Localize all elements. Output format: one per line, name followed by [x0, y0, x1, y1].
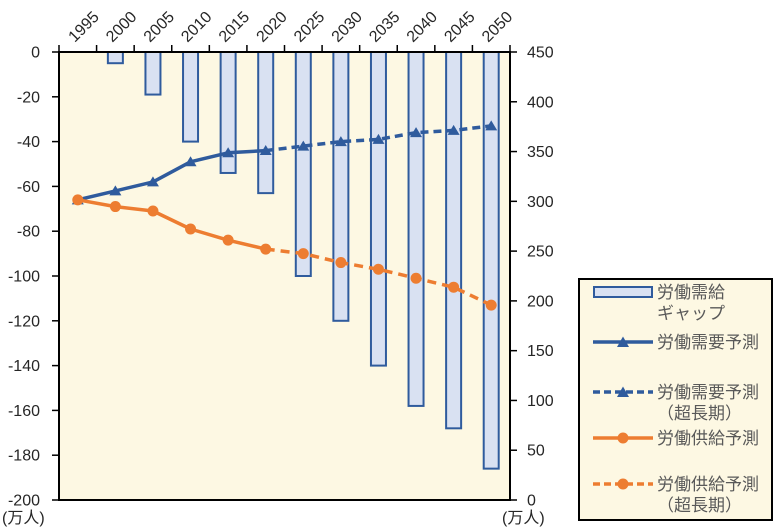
legend-swatch-demand: [593, 336, 653, 347]
right-axis-tick-label: 400: [527, 94, 554, 111]
x-axis-label-2035: 2035: [366, 9, 403, 46]
legend: 労働需給 ギャップ労働需要予測労働需要予測 （超長期） 労働供給予測労働供給予測 （超長…: [578, 278, 773, 521]
circle-marker-2030: [335, 257, 347, 269]
line-series-orange: [72, 194, 497, 311]
right-axis-tick-label: 100: [527, 393, 554, 410]
right-axis-tick-label: 450: [527, 45, 554, 62]
legend-item-label: 労働需要予測: [657, 333, 759, 352]
triangle-marker-2010: [184, 156, 197, 167]
circle-marker-2000: [109, 201, 121, 213]
line-solid-orange: [77, 198, 267, 251]
triangle-marker-2050: [485, 120, 498, 131]
right-axis-tick-label: 300: [527, 194, 554, 211]
circle-marker-2020: [260, 243, 272, 255]
left-axis-tick-label: -80: [17, 224, 40, 241]
gap-bar-2010: [182, 51, 200, 143]
left-axis-tick-label: -200: [8, 493, 40, 510]
legend-swatch-supply-long: [593, 478, 653, 490]
legend-item-demand: 労働需要予測: [592, 332, 759, 353]
left-axis-tick-label: -140: [8, 358, 40, 375]
x-axis-label-1995: 1995: [66, 9, 103, 46]
gap-bar-swatch-icon: [593, 286, 653, 298]
right-axis-tick-label: 150: [527, 343, 554, 360]
triangle-marker-2025: [297, 140, 310, 151]
x-axis-label-2015: 2015: [216, 9, 253, 46]
circle-marker-2050: [485, 299, 497, 311]
right-axis-unit-label: (万人): [502, 510, 545, 527]
right-axis-tick-label: 250: [527, 244, 554, 261]
legend-item-demand-long: 労働需要予測 （超長期）: [592, 382, 759, 424]
gap-bar-2045: [445, 51, 463, 430]
triangle-marker-2015: [222, 147, 235, 158]
triangle-marker-2035: [372, 133, 385, 144]
triangle-marker-2005: [146, 176, 159, 187]
right-axis-tick-label: 0: [527, 493, 536, 510]
circle-marker-1995: [72, 194, 84, 206]
triangle-marker-icon: [617, 336, 629, 347]
x-axis-label-2045: 2045: [441, 9, 478, 46]
gap-bar-2040: [407, 51, 425, 407]
x-axis-label-2050: 2050: [479, 9, 516, 46]
x-axis-label-2005: 2005: [141, 9, 178, 46]
legend-item-label: 労働需要予測 （超長期）: [657, 383, 759, 423]
circle-marker-2040: [410, 272, 422, 284]
left-axis-tick-label: -20: [17, 89, 40, 106]
gap-bar-2030: [332, 51, 350, 322]
triangle-marker-2040: [410, 127, 423, 138]
gap-bar-2005: [144, 51, 162, 96]
left-axis-unit-label: (万人): [2, 510, 45, 527]
right-axis-tick-label: 50: [527, 443, 545, 460]
bar-series-gap: [106, 51, 500, 470]
legend-item-label: 労働供給予測 （超長期）: [657, 475, 759, 515]
line-solid-blue: [77, 148, 266, 202]
legend-swatch-supply: [593, 432, 653, 444]
x-axis-label-2040: 2040: [404, 9, 441, 46]
gap-bar-2020: [257, 51, 275, 195]
triangle-marker-icon: [617, 386, 629, 397]
left-axis-tick-label: -60: [17, 179, 40, 196]
circle-marker-2045: [448, 281, 460, 293]
triangle-marker-2045: [447, 124, 460, 135]
circle-marker-icon: [617, 478, 629, 490]
legend-swatch-demand-long: [593, 386, 653, 397]
legend-item-label: 労働供給予測: [657, 429, 759, 448]
circle-marker-2010: [185, 223, 197, 235]
circle-marker-2005: [147, 205, 159, 217]
left-axis-tick-label: -120: [8, 313, 40, 330]
gap-bar-2025: [294, 51, 312, 277]
triangle-marker-2030: [334, 136, 347, 147]
left-axis-tick-label: 0: [31, 45, 40, 62]
right-axis-tick-label: 350: [527, 144, 554, 161]
right-axis-tick-label: 200: [527, 293, 554, 310]
gap-bar-2000: [106, 51, 124, 65]
circle-marker-2035: [372, 263, 384, 275]
legend-item-supply-long: 労働供給予測 （超長期）: [592, 474, 759, 516]
axis-ticks: [52, 45, 517, 501]
plot-area: [59, 52, 510, 500]
triangle-marker-2020: [259, 145, 272, 156]
x-axis-label-2000: 2000: [103, 9, 140, 46]
left-axis-tick-label: -100: [8, 269, 40, 286]
chart-plot-svg: 0 -20 -40 -60 -80 -100 -120 -140 -160 -180 -200 450…: [8, 9, 554, 510]
left-axis-tick-label: -160: [8, 403, 40, 420]
legend-swatch-gap: [593, 286, 653, 298]
circle-marker-icon: [617, 432, 629, 444]
x-axis-label-2020: 2020: [254, 9, 291, 46]
circle-marker-2015: [222, 234, 234, 246]
left-axis-tick-label: -40: [17, 134, 40, 151]
circle-marker-2025: [297, 248, 309, 260]
x-axis-label-2030: 2030: [329, 9, 366, 46]
legend-item-label: 労働需給 ギャップ: [657, 283, 725, 323]
x-axis-label-2010: 2010: [178, 9, 215, 46]
legend-item-gap: 労働需給 ギャップ: [592, 282, 725, 324]
x-axis-label-2025: 2025: [291, 9, 328, 46]
left-axis-tick-label: -180: [8, 448, 40, 465]
gap-bar-2050: [482, 51, 500, 470]
triangle-marker-2000: [109, 185, 122, 196]
legend-item-supply: 労働供給予測: [592, 428, 759, 449]
gap-bar-2035: [369, 51, 387, 367]
